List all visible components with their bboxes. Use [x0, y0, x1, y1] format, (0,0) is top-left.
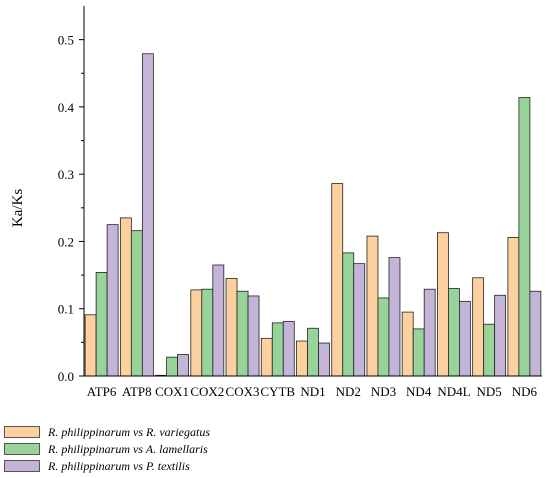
bar-ATP6-series-1	[84, 314, 97, 377]
bar-ND3-series-3	[388, 257, 401, 377]
bar-ND6-series-1	[507, 237, 520, 377]
bar-ND1-series-2	[307, 327, 319, 377]
y-axis: 0.0 0.1 0.2 0.3 0.4 0.5	[58, 6, 85, 384]
bar-COX3-series-3	[247, 295, 260, 377]
bar-ATP8-series-3	[141, 53, 154, 377]
bar-CYTB-series-1	[260, 337, 273, 377]
bar-CYTB-series-3	[282, 321, 295, 377]
legend-item-1: R. philippinarum vs R. variegatus	[4, 424, 210, 440]
bar-CYTB-series-2	[271, 322, 284, 377]
x-tick-label-CYTB: CYTB	[260, 384, 295, 399]
bar-COX3-series-2	[236, 290, 249, 377]
legend-item-3: R. philippinarum vs P. textilis	[4, 458, 210, 474]
x-tick-label-ND5: ND5	[477, 384, 502, 399]
legend-item-2: R. philippinarum vs A. lamellaris	[4, 441, 210, 457]
bar-ATP8-series-1	[119, 217, 132, 377]
ka-ks-bar-chart: 0.0 0.1 0.2 0.3 0.4 0.5 ATP6 ATP8 COX1 COX2 COX3 C…	[10, 6, 542, 399]
bar-ND5-series-1	[472, 277, 485, 377]
x-tick-label-ATP8: ATP8	[122, 384, 152, 399]
x-tick-label-ND6: ND6	[512, 384, 538, 399]
bar-ND5-series-2	[483, 323, 496, 377]
bars-group	[84, 53, 542, 377]
bar-ND4L-series-3	[459, 300, 471, 377]
x-tick-label-ATP6: ATP6	[87, 384, 117, 399]
bar-ND6-series-2	[518, 97, 531, 377]
bar-ND6-series-3	[529, 290, 542, 377]
legend-label-2: R. philippinarum vs A. lamellaris	[48, 441, 208, 456]
bar-ND3-series-1	[366, 235, 379, 377]
bar-ND2-series-2	[342, 252, 355, 377]
x-tick-label-ND1: ND1	[300, 384, 325, 399]
bar-ND2-series-1	[331, 183, 344, 377]
y-tick-label-3: 0.3	[58, 167, 74, 182]
x-axis: ATP6 ATP8 COX1 COX2 COX3 CYTB ND1 ND2 ND3 ND4 ND4L…	[84, 375, 542, 399]
y-tick-label-0: 0.0	[58, 369, 74, 384]
legend-swatch-2	[4, 443, 40, 455]
legend: R. philippinarum vs R. variegatus R. phi…	[4, 424, 210, 475]
bar-COX2-series-2	[201, 288, 214, 377]
y-tick-label-5: 0.5	[58, 33, 74, 48]
bar-ND3-series-2	[377, 297, 390, 377]
bar-ATP8-series-2	[130, 230, 143, 377]
x-tick-label-COX1: COX1	[155, 384, 189, 399]
bar-COX1-series-3	[177, 354, 189, 377]
bar-ND5-series-3	[494, 294, 507, 377]
bar-ND1-series-3	[318, 342, 330, 377]
bar-COX2-series-1	[190, 289, 203, 377]
bar-COX1-series-2	[166, 356, 178, 377]
y-tick-label-1: 0.1	[58, 302, 74, 317]
x-tick-label-ND4: ND4	[406, 384, 432, 399]
x-tick-label-ND2: ND2	[336, 384, 361, 399]
bar-ND1-series-1	[296, 340, 308, 377]
bar-ND2-series-3	[353, 263, 366, 377]
bar-ND4L-series-1	[437, 232, 449, 377]
bar-ND4-series-3	[423, 288, 436, 377]
x-tick-label-COX3: COX3	[226, 384, 260, 399]
x-tick-label-ND3: ND3	[371, 384, 396, 399]
bar-ATP6-series-2	[95, 271, 108, 377]
y-axis-title: Ka/Ks	[10, 189, 26, 227]
bar-ND4-series-2	[412, 328, 425, 377]
bar-COX3-series-1	[225, 278, 238, 377]
x-tick-label-COX2: COX2	[190, 384, 224, 399]
legend-label-1: R. philippinarum vs R. variegatus	[48, 424, 210, 439]
y-tick-label-4: 0.4	[58, 100, 75, 115]
bar-COX2-series-3	[212, 264, 225, 377]
y-tick-label-2: 0.2	[58, 234, 74, 249]
x-tick-label-ND4L: ND4L	[437, 384, 470, 399]
bar-ND4L-series-2	[448, 288, 460, 377]
legend-swatch-3	[4, 460, 40, 472]
bar-ND4-series-1	[401, 311, 414, 377]
bar-ATP6-series-3	[106, 224, 119, 377]
legend-swatch-1	[4, 426, 40, 438]
legend-label-3: R. philippinarum vs P. textilis	[48, 458, 190, 473]
